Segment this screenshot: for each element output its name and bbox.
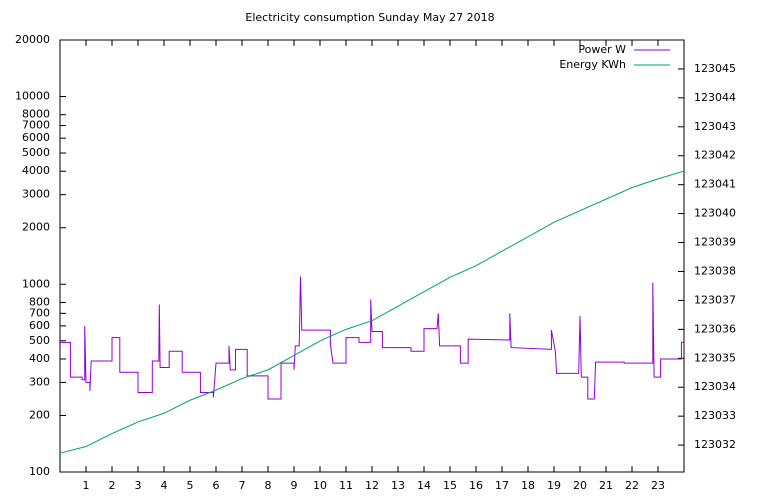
- x-tick-label: 21: [599, 479, 613, 492]
- x-tick-label: 3: [135, 479, 142, 492]
- chart-title: Electricity consumption Sunday May 27 20…: [245, 11, 494, 24]
- x-tick-label: 8: [265, 479, 272, 492]
- x-tick-label: 1: [83, 479, 90, 492]
- legend-label: Energy KWh: [559, 58, 626, 71]
- y2-tick-label: 123042: [694, 149, 736, 162]
- x-tick-label: 10: [313, 479, 327, 492]
- series-line: [60, 276, 684, 400]
- x-tick-label: 20: [573, 479, 587, 492]
- y2-tick-label: 123043: [694, 120, 736, 133]
- y-tick-label: 200: [29, 408, 50, 421]
- y2-tick-label: 123044: [694, 91, 736, 104]
- y-tick-label: 700: [29, 306, 50, 319]
- y-tick-label: 300: [29, 375, 50, 388]
- x-tick-label: 7: [239, 479, 246, 492]
- x-tick-label: 9: [291, 479, 298, 492]
- series-line: [59, 170, 685, 454]
- y2-tick-label: 123034: [694, 380, 736, 393]
- y2-tick-label: 123037: [694, 293, 736, 306]
- legend-label: Power W: [578, 43, 626, 56]
- x-tick-label: 18: [521, 479, 535, 492]
- y2-tick-label: 123038: [694, 264, 736, 277]
- x-tick-label: 13: [391, 479, 405, 492]
- y-tick-label: 500: [29, 334, 50, 347]
- y-tick-label: 20000: [15, 33, 50, 46]
- y-tick-label: 400: [29, 352, 50, 365]
- x-tick-label: 15: [443, 479, 457, 492]
- y-tick-label: 10000: [15, 90, 50, 103]
- y2-tick-label: 123036: [694, 322, 736, 335]
- y2-tick-label: 123041: [694, 178, 736, 191]
- y-tick-label: 600: [29, 319, 50, 332]
- y-tick-label: 3000: [22, 188, 50, 201]
- y2-tick-label: 123032: [694, 438, 736, 451]
- x-tick-label: 12: [365, 479, 379, 492]
- x-tick-label: 2: [109, 479, 116, 492]
- x-tick-label: 4: [161, 479, 168, 492]
- y2-tick-label: 123033: [694, 409, 736, 422]
- x-tick-label: 19: [547, 479, 561, 492]
- y-tick-label: 1000: [22, 277, 50, 290]
- x-tick-label: 22: [625, 479, 639, 492]
- y-tick-label: 2000: [22, 221, 50, 234]
- x-tick-label: 16: [469, 479, 483, 492]
- x-tick-label: 14: [417, 479, 431, 492]
- y-tick-label: 6000: [22, 131, 50, 144]
- x-tick-label: 23: [651, 479, 665, 492]
- x-tick-label: 17: [495, 479, 509, 492]
- y2-tick-label: 123035: [694, 351, 736, 364]
- y-tick-label: 5000: [22, 146, 50, 159]
- y-tick-label: 4000: [22, 164, 50, 177]
- y2-tick-label: 123040: [694, 207, 736, 220]
- x-tick-label: 11: [339, 479, 353, 492]
- y2-tick-label: 123045: [694, 62, 736, 75]
- y-tick-label: 100: [29, 465, 50, 478]
- y-tick-label: 7000: [22, 119, 50, 132]
- x-tick-label: 6: [213, 479, 220, 492]
- y-tick-label: 800: [29, 295, 50, 308]
- x-tick-label: 5: [187, 479, 194, 492]
- y2-tick-label: 123039: [694, 236, 736, 249]
- y-tick-label: 8000: [22, 108, 50, 121]
